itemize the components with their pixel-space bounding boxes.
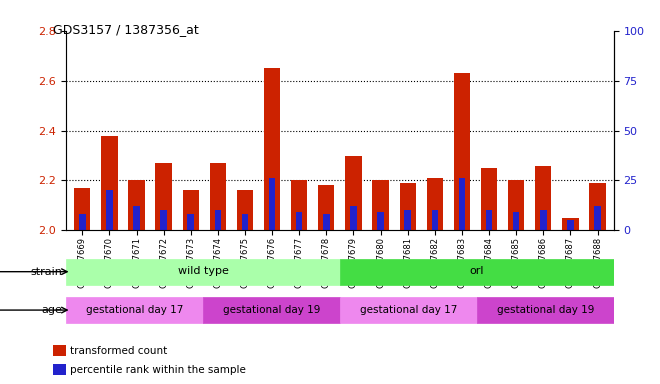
Bar (350, 207, 356, 230)
Bar (508, 180, 524, 230)
Text: gestational day 19: gestational day 19 (496, 305, 594, 314)
Bar (264, 68, 280, 230)
Bar (426, 178, 443, 230)
Text: gestational day 19: gestational day 19 (222, 305, 320, 314)
Bar (53, 364, 67, 375)
Text: age: age (42, 305, 63, 315)
Bar (101, 136, 117, 230)
Bar (459, 179, 465, 230)
Bar (237, 190, 253, 230)
Bar (291, 180, 308, 230)
Bar (513, 212, 519, 230)
Bar (203, 297, 340, 323)
Text: GDS3157 / 1387356_at: GDS3157 / 1387356_at (53, 23, 199, 36)
Bar (454, 73, 470, 230)
Bar (540, 210, 546, 230)
Bar (318, 185, 335, 230)
Bar (129, 180, 145, 230)
Bar (594, 207, 601, 230)
Bar (214, 210, 221, 230)
Text: strain: strain (31, 266, 63, 277)
Bar (372, 180, 389, 230)
Bar (156, 163, 172, 230)
Bar (589, 183, 606, 230)
Bar (160, 210, 167, 230)
Bar (340, 259, 614, 285)
Bar (242, 214, 248, 230)
Bar (378, 212, 384, 230)
Bar (296, 212, 302, 230)
Bar (432, 210, 438, 230)
Text: wild type: wild type (178, 266, 228, 276)
Bar (405, 210, 411, 230)
Bar (486, 210, 492, 230)
Bar (79, 214, 86, 230)
Text: transformed count: transformed count (71, 346, 168, 356)
Bar (562, 218, 579, 230)
Bar (66, 297, 203, 323)
Bar (567, 220, 574, 230)
Bar (53, 345, 67, 356)
Text: gestational day 17: gestational day 17 (86, 305, 183, 314)
Bar (187, 214, 194, 230)
Bar (269, 179, 275, 230)
Bar (399, 183, 416, 230)
Bar (210, 163, 226, 230)
Bar (66, 259, 340, 285)
Bar (106, 190, 113, 230)
Bar (323, 214, 329, 230)
Bar (133, 207, 140, 230)
Text: orl: orl (470, 266, 484, 276)
Text: gestational day 17: gestational day 17 (360, 305, 457, 314)
Bar (477, 297, 614, 323)
Bar (345, 156, 362, 230)
Bar (340, 297, 477, 323)
Bar (481, 168, 497, 230)
Bar (535, 166, 551, 230)
Bar (183, 190, 199, 230)
Text: percentile rank within the sample: percentile rank within the sample (71, 365, 246, 375)
Bar (74, 188, 90, 230)
